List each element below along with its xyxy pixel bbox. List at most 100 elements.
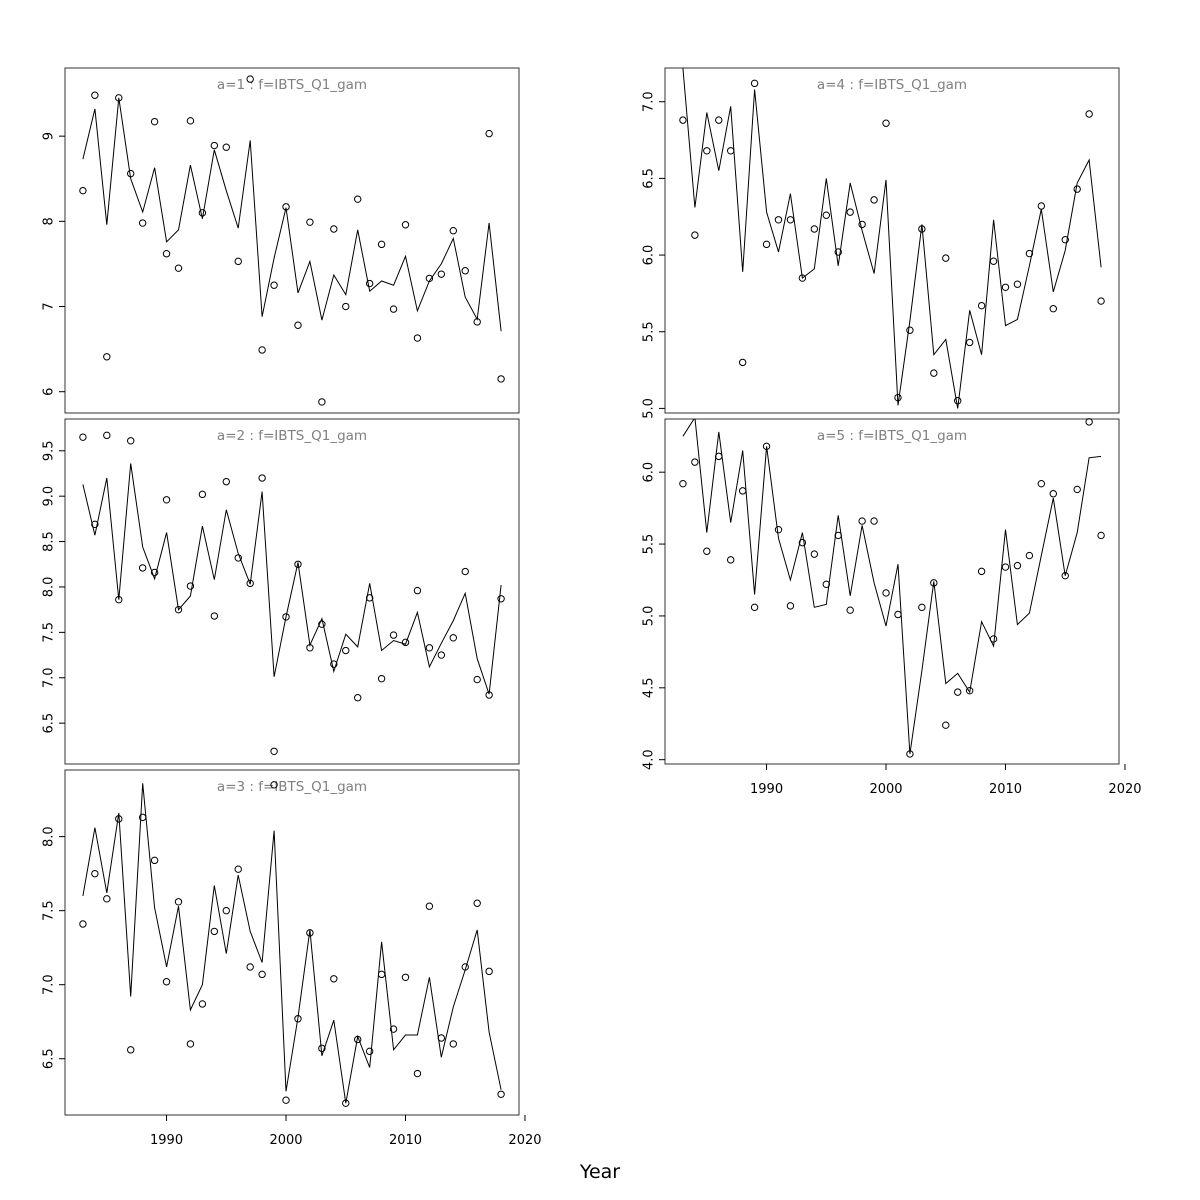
y-tick-label: 7.0 (42, 974, 57, 995)
observed-point (449, 634, 457, 642)
observed-point (906, 326, 914, 334)
plot-frame (664, 67, 1120, 414)
observed-point (965, 686, 974, 695)
observed-point (786, 602, 795, 610)
observed-point (150, 117, 159, 126)
observed-point (234, 257, 242, 266)
y-tick-label: 7.5 (42, 622, 57, 643)
observed-point (965, 338, 974, 347)
observed-point (162, 496, 171, 504)
observed-point (282, 203, 290, 211)
x-tick-label: 2020 (508, 1133, 541, 1148)
observed-point (258, 970, 266, 979)
observed-point (377, 240, 386, 249)
y-tick-label: 8.0 (42, 826, 57, 847)
observed-point (198, 209, 207, 217)
observed-point (330, 660, 338, 668)
observed-point (377, 674, 386, 683)
observed-point (989, 635, 998, 643)
observed-point (198, 490, 207, 499)
fitted-series-line (82, 97, 502, 332)
observed-point (918, 603, 926, 612)
observed-point (774, 525, 783, 534)
x-tick-label: 2000 (869, 782, 902, 797)
observed-point (449, 227, 457, 235)
observed-point (942, 254, 950, 262)
observed-point (258, 346, 266, 354)
observed-point (1025, 249, 1034, 258)
observed-point (342, 646, 350, 655)
observed-point (1037, 202, 1046, 210)
observed-point (210, 927, 219, 936)
x-tick-label: 2010 (389, 1133, 422, 1148)
observed-point (750, 79, 759, 88)
y-tick-label: 6.5 (642, 168, 657, 189)
panel-title: a=4 : f=IBTS_Q1_gam (817, 77, 967, 93)
observed-point (246, 579, 254, 588)
y-tick-label: 5.0 (642, 606, 657, 627)
panel-title: a=2 : f=IBTS_Q1_gam (217, 428, 367, 444)
observed-point (810, 550, 819, 558)
x-axis-label: Year (579, 1161, 620, 1183)
y-tick-label: 6.5 (42, 1048, 57, 1069)
observed-point (473, 318, 481, 326)
observed-point (425, 274, 434, 283)
observed-point (1049, 305, 1057, 313)
observed-point (342, 302, 350, 311)
y-tick-label: 4.5 (642, 677, 657, 698)
y-tick-label: 9.5 (42, 440, 57, 461)
observed-point (186, 117, 195, 125)
y-tick-label: 8.5 (42, 531, 57, 552)
observed-point (786, 216, 795, 224)
observed-point (870, 517, 878, 525)
observed-point (270, 281, 278, 289)
observed-point (1061, 571, 1069, 580)
observed-point (954, 397, 962, 405)
y-tick-label: 5.5 (642, 534, 657, 555)
observed-point (1001, 563, 1010, 571)
observed-point (306, 644, 314, 652)
observed-point (485, 129, 493, 138)
plot-frame (64, 418, 520, 765)
observed-point (798, 274, 807, 282)
y-tick-label: 4.0 (642, 749, 657, 770)
observed-point (485, 691, 493, 699)
y-tick-label: 7 (42, 302, 57, 310)
observed-point (115, 595, 123, 604)
observed-point (810, 225, 819, 233)
y-tick-label: 6 (42, 388, 57, 396)
observed-point (318, 620, 326, 628)
plot-frame (64, 67, 520, 414)
observed-point (738, 358, 747, 367)
y-tick-label: 7.0 (42, 667, 57, 688)
observed-point (858, 220, 866, 229)
observed-point (727, 147, 735, 155)
observed-point (1085, 418, 1093, 426)
observed-point (79, 433, 87, 441)
observed-point (798, 538, 807, 547)
observed-point (425, 644, 434, 652)
panel-title: a=1 : f=IBTS_Q1_gam (217, 77, 367, 93)
observed-point (846, 208, 854, 216)
fitted-series-line (682, 419, 1102, 754)
observed-point (1049, 490, 1057, 498)
observed-point (138, 564, 147, 572)
observed-point (365, 279, 374, 288)
observed-point (918, 225, 926, 233)
observed-point (679, 479, 687, 488)
observed-point (294, 1015, 302, 1023)
observed-point (103, 431, 111, 440)
observed-point (91, 869, 99, 878)
panel-title: a=3 : f=IBTS_Q1_gam (217, 779, 367, 795)
observed-point (162, 978, 171, 986)
y-tick-label: 6.5 (42, 713, 57, 734)
observed-point (703, 547, 711, 555)
observed-point (679, 116, 687, 124)
observed-point (138, 813, 147, 822)
observed-point (174, 605, 183, 614)
observed-point (318, 1044, 326, 1053)
observed-point (330, 225, 338, 233)
observed-point (906, 750, 914, 758)
observed-point (389, 631, 398, 639)
panel-a=1: a=1 : f=IBTS_Q1_gam 6 7 8 9 (42, 67, 520, 414)
